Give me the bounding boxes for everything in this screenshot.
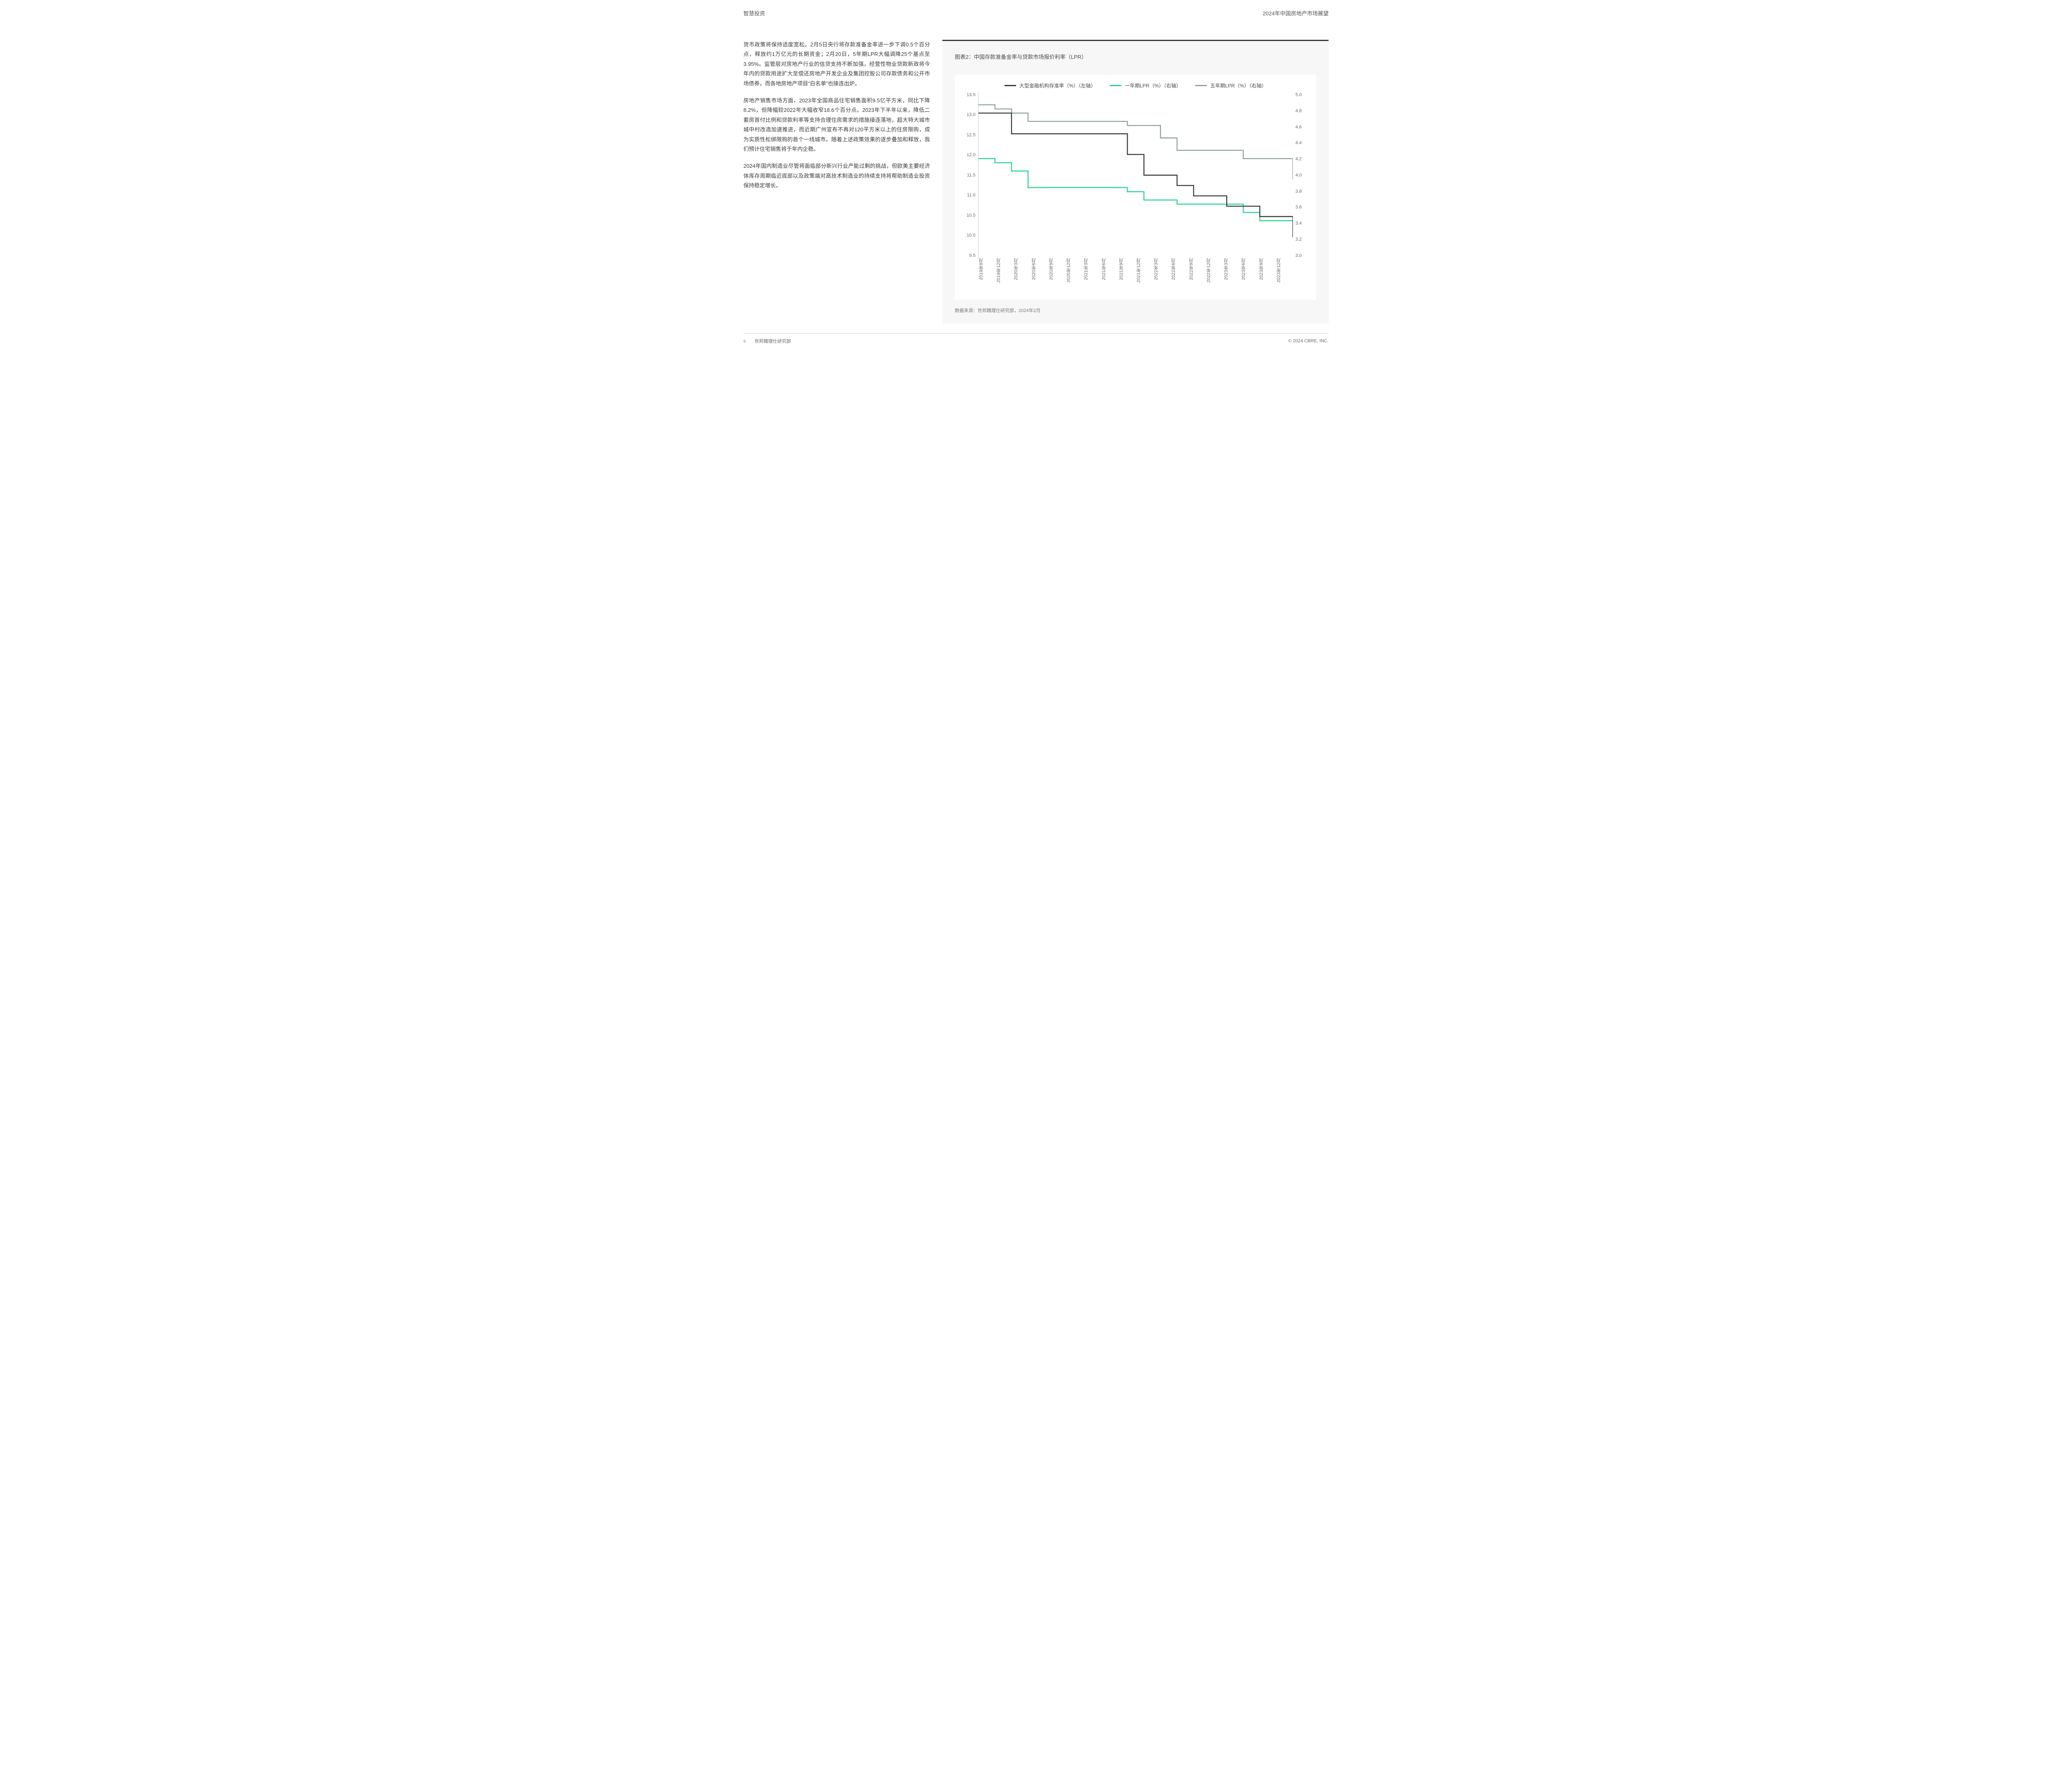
chart-legend: 大型金融机构存准率（%）（左轴） 一年期LPR（%）（右轴） 五年期LPR（%）… — [963, 82, 1308, 89]
y-axis-right: 5.0 4.8 4.6 4.4 4.2 4.0 3.8 3.6 3.4 3.2 3.0 — [1293, 92, 1308, 258]
x-tick: 2023年3月 — [1223, 258, 1240, 295]
x-tick: 2021年3月 — [1083, 258, 1100, 295]
y-tick-right: 4.0 — [1295, 173, 1308, 178]
footer-org: 世邦魏理仕研究部 — [755, 339, 791, 344]
header-left: 智慧投资 — [743, 9, 765, 17]
x-tick: 2023年6月 — [1240, 258, 1258, 295]
legend-swatch — [1005, 85, 1016, 86]
y-tick-right: 3.8 — [1295, 189, 1308, 194]
series-line — [978, 159, 1293, 221]
legend-item: 五年期LPR（%）（右轴） — [1195, 82, 1266, 89]
x-tick: 2020年3月 — [1013, 258, 1030, 295]
x-tick: 2020年9月 — [1048, 258, 1065, 295]
y-axis-left: 13.5 13.0 12.5 12.0 11.5 11.0 10.5 10.0 9.5 — [963, 92, 978, 258]
content: 货币政策将保持适度宽松。2月5日央行将存款准备金率进一步下调0.5个百分点，释放… — [743, 40, 1329, 324]
x-tick: 2021年12月 — [1135, 258, 1153, 295]
header: 智慧投资 2024年中国房地产市场展望 — [743, 9, 1329, 17]
legend-label: 五年期LPR（%）（右轴） — [1210, 82, 1266, 89]
legend-item: 一年期LPR（%）（右轴） — [1110, 82, 1181, 89]
x-tick: 2020年6月 — [1031, 258, 1048, 295]
x-tick: 2021年9月 — [1118, 258, 1135, 295]
chart-box: 大型金融机构存准率（%）（左轴） 一年期LPR（%）（右轴） 五年期LPR（%）… — [955, 75, 1316, 300]
x-tick: 2019年12月 — [995, 258, 1013, 295]
y-tick-left: 11.5 — [963, 173, 975, 178]
y-tick-right: 4.2 — [1295, 157, 1308, 162]
y-tick-right: 3.2 — [1295, 237, 1308, 242]
y-tick-right: 4.4 — [1295, 140, 1308, 145]
legend-swatch — [1110, 85, 1121, 86]
y-tick-left: 10.5 — [963, 213, 975, 218]
paragraph: 房地产销售市场方面，2023年全国商品住宅销售面积9.5亿平方米，同比下降8.2… — [743, 96, 930, 154]
y-tick-left: 12.0 — [963, 152, 975, 157]
header-right: 2024年中国房地产市场展望 — [1263, 9, 1329, 17]
x-tick: 2022年9月 — [1188, 258, 1205, 295]
y-tick-left: 12.5 — [963, 133, 975, 138]
y-tick-right: 4.6 — [1295, 125, 1308, 130]
page-number: 5 — [743, 339, 746, 344]
y-tick-left: 10.0 — [963, 233, 975, 238]
footer-copyright: © 2024 CBRE, INC. — [1288, 339, 1329, 343]
x-tick: 2022年3月 — [1153, 258, 1170, 295]
chart-panel: 图表2：中国存款准备金率与贷款市场报价利率（LPR） 大型金融机构存准率（%）（… — [942, 40, 1329, 324]
paragraph: 货币政策将保持适度宽松。2月5日央行将存款准备金率进一步下调0.5个百分点，释放… — [743, 40, 930, 88]
footer-left: 5 世邦魏理仕研究部 — [743, 338, 791, 344]
plot-area: 13.5 13.0 12.5 12.0 11.5 11.0 10.5 10.0 9.5 5.0 4… — [963, 92, 1308, 258]
legend-label: 一年期LPR（%）（右轴） — [1125, 82, 1181, 89]
y-tick-right: 3.4 — [1295, 221, 1308, 226]
x-tick: 2023年9月 — [1258, 258, 1276, 295]
y-tick-right: 5.0 — [1295, 92, 1308, 97]
x-tick: 2023年12月 — [1276, 258, 1293, 295]
x-axis: 2019年9月2019年12月2020年3月2020年6月2020年9月2020… — [978, 258, 1293, 295]
series-line — [978, 113, 1293, 237]
legend-label: 大型金融机构存准率（%）（左轴） — [1019, 82, 1096, 89]
paragraph: 2024年国内制造业尽管将面临部分新兴行业产能过剩的挑战，但欧美主要经济体库存周… — [743, 161, 930, 190]
series-line — [978, 105, 1293, 179]
y-tick-right: 4.8 — [1295, 109, 1308, 114]
y-tick-left: 11.0 — [963, 193, 975, 198]
x-tick: 2020年12月 — [1065, 258, 1083, 295]
y-tick-left: 13.0 — [963, 112, 975, 117]
chart-svg — [978, 92, 1293, 258]
x-tick: 2022年12月 — [1205, 258, 1223, 295]
text-column: 货币政策将保持适度宽松。2月5日央行将存款准备金率进一步下调0.5个百分点，释放… — [743, 40, 930, 324]
x-tick: 2022年6月 — [1170, 258, 1188, 295]
x-tick: 2019年9月 — [978, 258, 995, 295]
y-tick-left: 9.5 — [963, 253, 975, 258]
chart-source: 数据来源：世邦魏理仕研究部，2024年2月 — [955, 307, 1316, 314]
footer: 5 世邦魏理仕研究部 © 2024 CBRE, INC. — [743, 333, 1329, 344]
legend-item: 大型金融机构存准率（%）（左轴） — [1005, 82, 1096, 89]
x-tick: 2021年6月 — [1101, 258, 1118, 295]
legend-swatch — [1195, 85, 1207, 86]
page: 智慧投资 2024年中国房地产市场展望 货币政策将保持适度宽松。2月5日央行将存… — [723, 0, 1349, 353]
plot — [978, 92, 1293, 258]
chart-title: 图表2：中国存款准备金率与贷款市场报价利率（LPR） — [955, 53, 1316, 60]
y-tick-left: 13.5 — [963, 92, 975, 97]
y-tick-right: 3.0 — [1295, 253, 1308, 258]
y-tick-right: 3.6 — [1295, 205, 1308, 210]
